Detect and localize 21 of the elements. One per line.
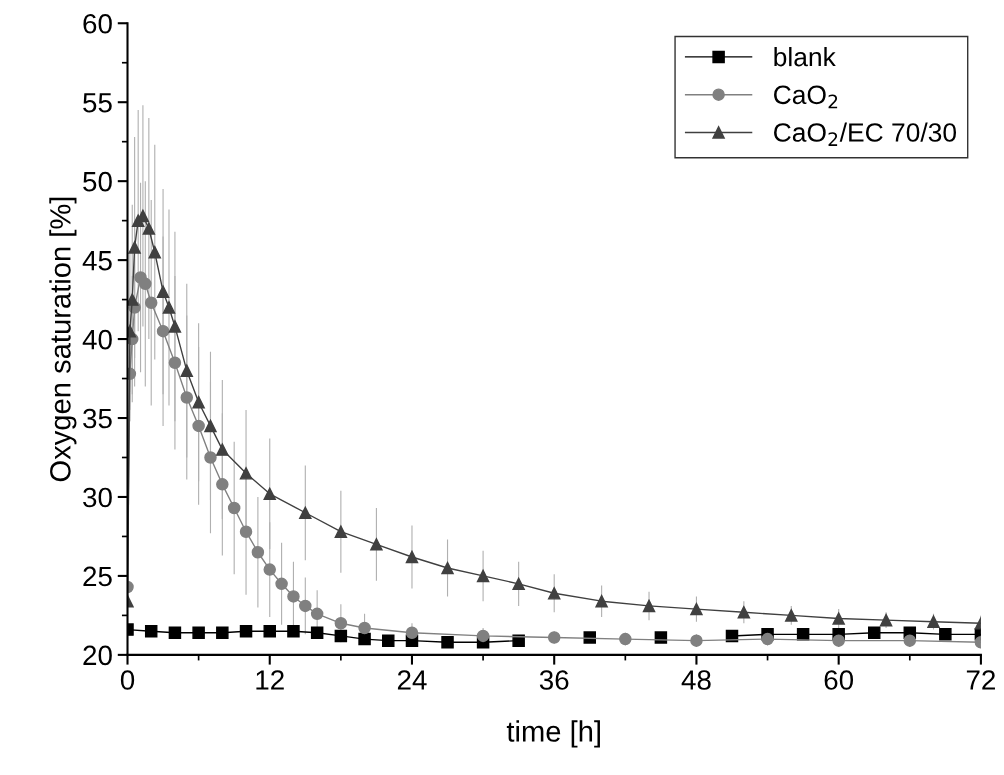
y-axis-title: Oxygen saturation [%] (49, 197, 77, 482)
y-tick-label: 25 (83, 566, 112, 587)
x-axis-title: time [h] (506, 720, 600, 748)
y-tick-label: 30 (83, 487, 112, 508)
x-tick-label: 48 (681, 670, 711, 690)
y-tick-label: 60 (83, 13, 112, 34)
y-tick-label: 40 (82, 329, 112, 350)
x-tick-label: 72 (966, 670, 995, 690)
y-tick-label: 35 (83, 408, 112, 429)
x-tick-label: 12 (256, 670, 284, 690)
legend-label: CaO$_{2}$/EC 70/30 (774, 122, 957, 146)
x-tick-label: 24 (397, 670, 427, 690)
legend-label: CaO$_{2}$ (774, 85, 838, 109)
legend-label: blank (774, 47, 836, 67)
y-tick-label: 55 (83, 93, 112, 113)
y-tick-label: 45 (82, 251, 112, 271)
x-tick-label: 60 (824, 670, 854, 690)
x-tick-label: 36 (539, 670, 569, 690)
x-tick-label: 0 (120, 670, 135, 690)
y-tick-label: 50 (83, 171, 112, 192)
y-tick-label: 20 (83, 645, 112, 666)
